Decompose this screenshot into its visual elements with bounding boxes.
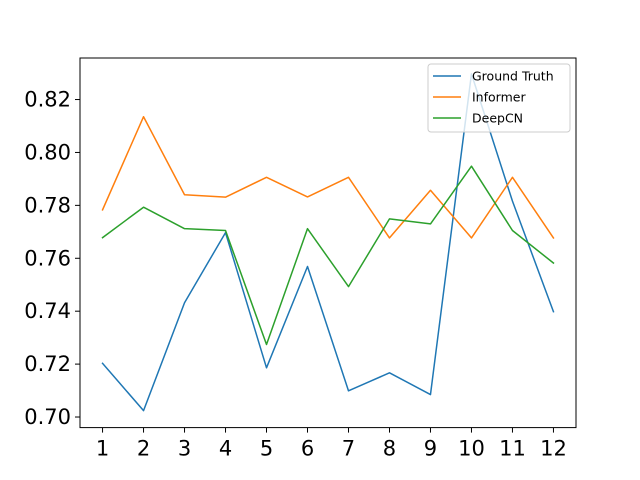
x-tick-label: 2 xyxy=(137,437,150,461)
legend-label: DeepCN xyxy=(472,111,523,126)
x-tick-label: 7 xyxy=(342,437,355,461)
legend-label: Ground Truth xyxy=(472,69,554,84)
legend-label: Informer xyxy=(472,90,526,105)
y-tick-label: 0.80 xyxy=(24,140,71,164)
series-line-deepcn xyxy=(101,165,555,346)
series-line-informer xyxy=(101,115,555,239)
y-tick-label: 0.78 xyxy=(24,193,71,217)
y-tick-label: 0.72 xyxy=(24,352,71,376)
x-axis: 1 2 3 4 5 6 7 8 9 10 11 12 xyxy=(96,427,567,461)
x-tick-label: 5 xyxy=(260,437,273,461)
x-tick-label: 6 xyxy=(301,437,314,461)
y-tick-label: 0.82 xyxy=(24,88,71,112)
x-tick-label: 3 xyxy=(178,437,191,461)
x-tick-label: 11 xyxy=(499,437,526,461)
y-tick-label: 0.76 xyxy=(24,246,71,270)
x-tick-label: 10 xyxy=(458,437,485,461)
x-tick-label: 4 xyxy=(219,437,232,461)
y-axis: 0.70 0.72 0.74 0.76 0.78 0.80 0.82 xyxy=(24,88,80,429)
x-tick-label: 1 xyxy=(96,437,109,461)
legend: Ground Truth Informer DeepCN xyxy=(427,63,571,133)
x-tick-label: 12 xyxy=(540,437,567,461)
x-tick-label: 8 xyxy=(383,437,396,461)
legend-box xyxy=(427,63,571,133)
x-tick-label: 9 xyxy=(424,437,437,461)
y-tick-label: 0.74 xyxy=(24,299,71,323)
plot-frame xyxy=(79,57,577,429)
y-tick-label: 0.70 xyxy=(24,405,71,429)
